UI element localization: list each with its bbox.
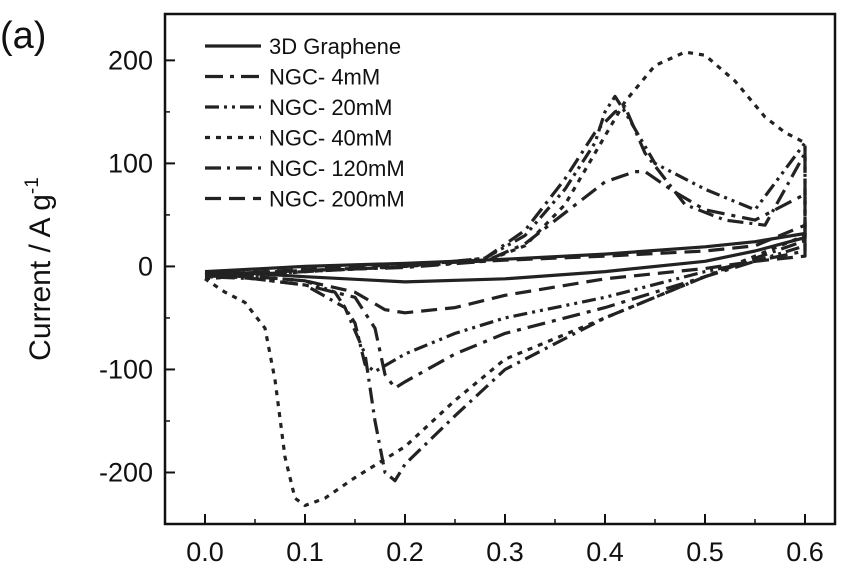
x-tick-label: 0.2	[386, 537, 424, 565]
x-tick-label: 0.5	[686, 537, 724, 565]
x-tick-label: 0.1	[286, 537, 324, 565]
y-tick-label: -200	[99, 457, 153, 487]
x-tick-label: 0.6	[786, 537, 824, 565]
legend-label-2: NGC- 4mM	[269, 65, 380, 90]
legend: 3D Graphene NGC- 4mM NGC- 20mM NGC- 40mM NGC…	[205, 34, 405, 212]
y-tick-label: 0	[138, 251, 153, 281]
series-line-6	[204, 223, 807, 315]
series-line-5	[204, 105, 807, 483]
series-layer	[204, 50, 807, 508]
y-tick-label: 200	[108, 45, 153, 75]
legend-label-1: 3D Graphene	[269, 34, 401, 59]
axes-layer: 0.0 0.1 0.2 0.3 0.4 0.5 0.6 -200 -100 0 100 200 Curr…	[22, 12, 837, 567]
y-axis-label: Current / A g-1	[22, 177, 57, 361]
y-tick-label: 100	[108, 148, 153, 178]
y-tick-label: -100	[99, 354, 153, 384]
x-tick-label: 0.0	[186, 537, 224, 565]
legend-label-4: NGC- 40mM	[269, 126, 392, 151]
plot-frame	[163, 12, 837, 526]
x-tick-label: 0.4	[586, 537, 624, 565]
legend-label-5: NGC- 120mM	[269, 156, 405, 181]
panel-label: (a)	[0, 15, 46, 57]
legend-label-3: NGC- 20mM	[269, 95, 392, 120]
y-axis-label-superscript: -1	[22, 177, 43, 194]
x-tick-label: 0.3	[486, 537, 524, 565]
legend-label-6: NGC- 200mM	[269, 187, 405, 212]
